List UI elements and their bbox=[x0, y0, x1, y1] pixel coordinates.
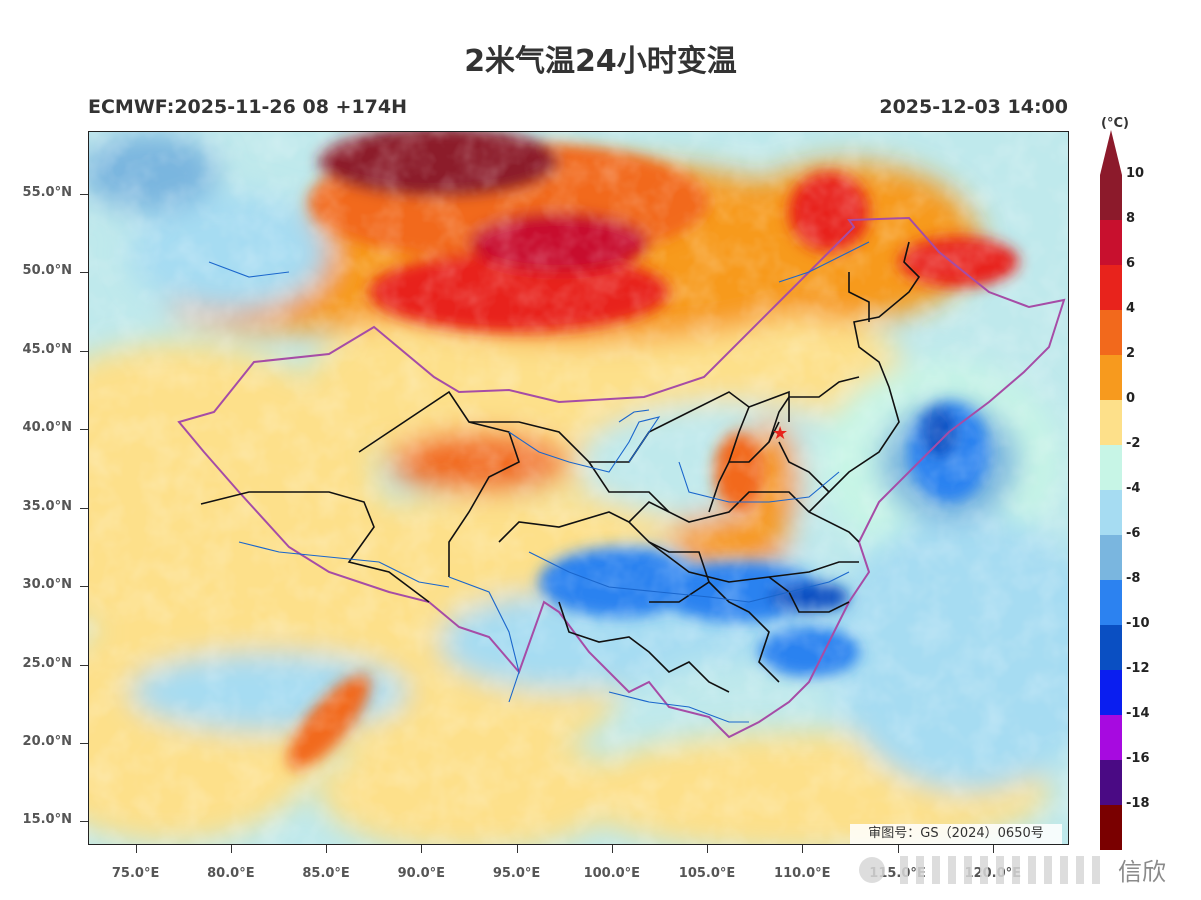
province-borders bbox=[200, 241, 921, 693]
colorbar-label: 8 bbox=[1126, 211, 1136, 226]
longitude-tick bbox=[135, 845, 137, 853]
colorbar-label: -2 bbox=[1126, 436, 1141, 451]
valid-time: 2025-12-03 14:00 bbox=[879, 96, 1068, 118]
latitude-tick-label: 50.0°N bbox=[22, 263, 72, 279]
latitude-tick-label: 30.0°N bbox=[22, 577, 72, 593]
longitude-tick-label: 110.0°E bbox=[774, 866, 831, 881]
colorbar-segment bbox=[1100, 625, 1122, 670]
temperature-field bbox=[89, 132, 1068, 844]
colorbar-segment bbox=[1100, 490, 1122, 535]
colorbar-label: 0 bbox=[1126, 391, 1136, 406]
colorbar-top-extension bbox=[1100, 130, 1122, 175]
country-border bbox=[177, 216, 1066, 739]
svg-text:★: ★ bbox=[772, 423, 788, 444]
capital-marker: ★ bbox=[772, 423, 788, 444]
colorbar-label: 10 bbox=[1126, 166, 1145, 181]
latitude-tick-label: 20.0°N bbox=[22, 734, 72, 749]
latitude-tick bbox=[80, 586, 88, 588]
latitude-tick-label: 35.0°N bbox=[22, 498, 72, 514]
latitude-tick bbox=[80, 193, 88, 195]
colorbar-segment bbox=[1100, 535, 1122, 580]
longitude-tick bbox=[611, 845, 613, 853]
latitude-tick-label: 45.0°N bbox=[22, 341, 72, 357]
longitude-tick bbox=[230, 845, 232, 853]
latitude-tick-label: 15.0°N bbox=[22, 812, 72, 828]
map-review-number: 审图号：GS（2024）0650号 bbox=[850, 824, 1062, 844]
latitude-tick bbox=[80, 664, 88, 666]
colorbar-label: 2 bbox=[1126, 346, 1136, 361]
colorbar-segment bbox=[1100, 265, 1122, 310]
latitude-tick bbox=[80, 507, 88, 509]
longitude-tick-label: 90.0°E bbox=[397, 866, 446, 881]
longitude-tick bbox=[421, 845, 423, 853]
longitude-tick-label: 75.0°E bbox=[111, 866, 160, 881]
watermark-text: 信欣 bbox=[1118, 858, 1166, 886]
longitude-tick-label: 80.0°E bbox=[207, 866, 255, 881]
watermark-stripes bbox=[859, 856, 1100, 884]
colorbar-segment bbox=[1100, 400, 1122, 445]
colorbar-segment bbox=[1100, 175, 1122, 220]
colorbar-label: -16 bbox=[1126, 751, 1150, 766]
colorbar-segment bbox=[1100, 445, 1122, 490]
longitude-tick-label: 105.0°E bbox=[678, 866, 736, 881]
latitude-tick bbox=[80, 821, 88, 823]
model-run-info: ECMWF:2025-11-26 08 +174H bbox=[88, 96, 408, 118]
colorbar-label: -8 bbox=[1126, 571, 1141, 586]
map-title: 2米气温24小时变温 bbox=[464, 44, 737, 79]
longitude-tick bbox=[326, 845, 328, 853]
colorbar-label: -4 bbox=[1126, 481, 1141, 496]
latitude-tick-label: 25.0°N bbox=[22, 655, 72, 671]
colorbar-label: -12 bbox=[1126, 661, 1150, 676]
latitude-tick bbox=[80, 272, 88, 274]
colorbar-segment bbox=[1100, 805, 1122, 850]
colorbar-segment bbox=[1100, 220, 1122, 265]
colorbar bbox=[1100, 130, 1122, 850]
longitude-tick bbox=[992, 845, 994, 853]
longitude-tick bbox=[802, 845, 804, 853]
latitude-tick-label: 55.0°N bbox=[22, 184, 72, 200]
latitude-tick-label: 40.0°N bbox=[22, 420, 72, 436]
latitude-tick bbox=[80, 429, 88, 431]
colorbar-label: -10 bbox=[1126, 616, 1150, 631]
colorbar-label: 4 bbox=[1126, 301, 1136, 316]
rivers bbox=[208, 241, 870, 723]
colorbar-segment bbox=[1100, 580, 1122, 625]
longitude-tick bbox=[897, 845, 899, 853]
longitude-tick-label: 120.0°E bbox=[964, 866, 1022, 881]
temperature-change-map: ★ bbox=[88, 131, 1069, 845]
colorbar-label: -14 bbox=[1126, 706, 1150, 721]
longitude-tick bbox=[516, 845, 518, 853]
colorbar-label: -6 bbox=[1126, 526, 1141, 541]
latitude-tick bbox=[80, 743, 88, 744]
colorbar-segment bbox=[1100, 355, 1122, 400]
longitude-tick-label: 100.0°E bbox=[583, 866, 641, 881]
longitude-tick-label: 85.0°E bbox=[302, 866, 350, 881]
colorbar-label: -18 bbox=[1126, 796, 1150, 811]
colorbar-label: 6 bbox=[1126, 256, 1136, 271]
latitude-tick bbox=[80, 350, 88, 352]
longitude-tick-label: 95.0°E bbox=[492, 866, 541, 881]
colorbar-unit: (°C) bbox=[1101, 116, 1129, 131]
longitude-tick bbox=[707, 845, 709, 853]
colorbar-segment bbox=[1100, 670, 1122, 715]
colorbar-segment bbox=[1100, 715, 1122, 760]
colorbar-segment bbox=[1100, 760, 1122, 805]
colorbar-segment bbox=[1100, 310, 1122, 355]
